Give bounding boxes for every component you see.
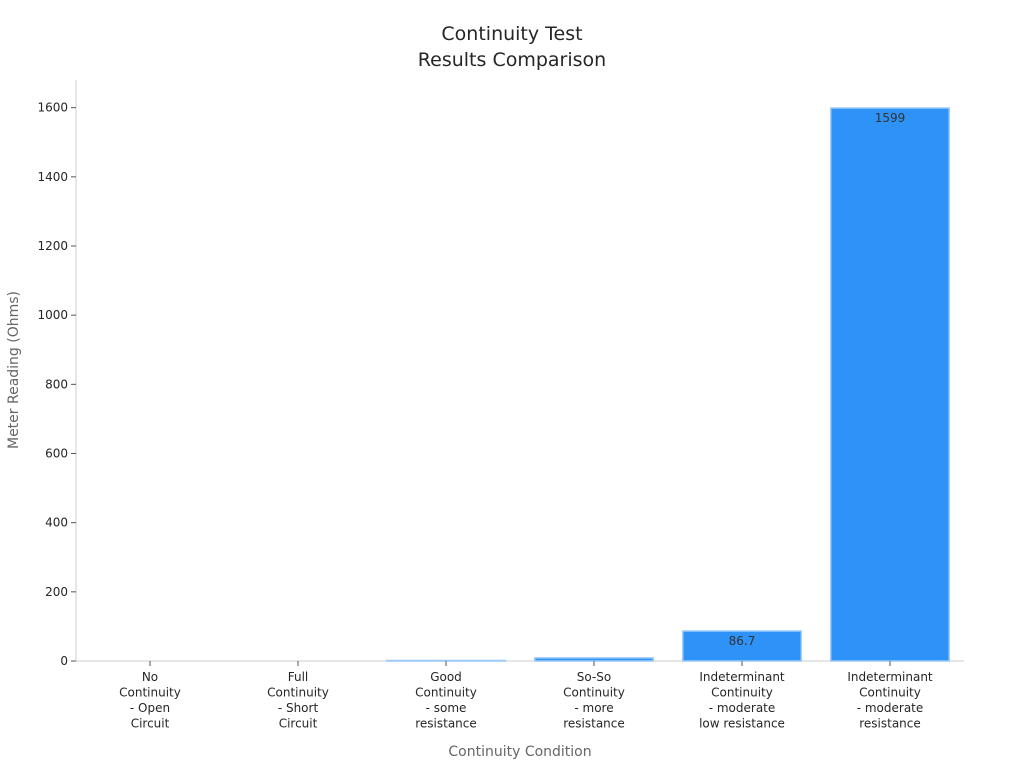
- plot-area: 0 200 400 600 800 1000 1200 1400 1600 No Continuit…: [37, 80, 964, 731]
- y-tick-label: 200: [45, 585, 68, 599]
- x-tick-label-line: Continuity: [267, 686, 329, 700]
- y-tick-label: 600: [45, 447, 68, 461]
- x-tick-label-line: Continuity: [119, 686, 181, 700]
- y-tick-label: 800: [45, 377, 68, 391]
- x-tick-label-line: - moderate: [857, 701, 924, 715]
- x-tick-label-line: Circuit: [279, 717, 318, 731]
- x-tick-label-line: Circuit: [131, 717, 170, 731]
- x-tick-label: So-So Continuity - more resistance: [563, 670, 625, 731]
- x-axis-title: Continuity Condition: [448, 744, 591, 760]
- bar: [386, 659, 506, 662]
- x-tick-label-line: - more: [574, 701, 613, 715]
- x-tick-label-line: Indeterminant: [699, 670, 785, 684]
- y-tick-label: 0: [60, 654, 68, 668]
- x-tick-label-line: resistance: [563, 717, 625, 731]
- chart-title-line-2: Results Comparison: [418, 49, 606, 71]
- x-tick-label: Good Continuity - some resistance: [415, 670, 477, 731]
- data-label: 86.7: [729, 634, 756, 648]
- bar: [682, 630, 802, 662]
- x-tick-label-line: So-So: [577, 670, 611, 684]
- x-tick-label-line: No: [142, 670, 158, 684]
- bar: [830, 107, 950, 662]
- x-tick-label-line: resistance: [415, 717, 477, 731]
- x-tick-label-line: Indeterminant: [847, 670, 933, 684]
- x-tick-label-line: Continuity: [415, 686, 477, 700]
- y-tick-label: 400: [45, 516, 68, 530]
- bar: [534, 657, 654, 662]
- y-tick-label: 1400: [37, 170, 68, 184]
- x-tick-label: Indeterminant Continuity - moderate low res…: [699, 670, 785, 731]
- x-tick-label-line: - some: [426, 701, 467, 715]
- x-tick-label-line: - Short: [278, 701, 319, 715]
- data-label: 1599: [875, 111, 906, 125]
- x-tick-label-line: - moderate: [709, 701, 776, 715]
- x-tick-label-line: Continuity: [563, 686, 625, 700]
- x-tick-label-line: - Open: [130, 701, 170, 715]
- y-axis-title: Meter Reading (Ohms): [6, 291, 22, 449]
- x-tick-label: Full Continuity - Short Circuit: [267, 670, 329, 731]
- x-tick-label-line: Full: [288, 670, 309, 684]
- x-tick-label-line: low resistance: [699, 717, 785, 731]
- x-tick-label-line: Continuity: [859, 686, 921, 700]
- y-tick-label: 1000: [37, 308, 68, 322]
- x-tick-label-line: resistance: [859, 717, 921, 731]
- chart-title-line-1: Continuity Test: [441, 23, 582, 45]
- x-tick-label: No Continuity - Open Circuit: [119, 670, 181, 731]
- y-tick-label: 1200: [37, 239, 68, 253]
- x-tick-label: Indeterminant Continuity - moderate resista…: [847, 670, 933, 731]
- y-tick-label: 1600: [37, 101, 68, 115]
- chart-title: Continuity Test Results Comparison: [418, 23, 606, 71]
- x-tick-label-line: Continuity: [711, 686, 773, 700]
- x-tick-label-line: Good: [430, 670, 462, 684]
